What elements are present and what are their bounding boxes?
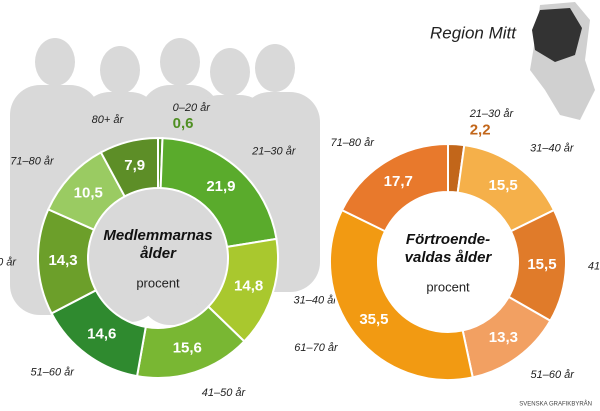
value-label: 21,9 [206,178,235,195]
category-label: 51–60 år [31,366,76,378]
region-label: Region Mitt [430,23,517,42]
value-label: 35,5 [359,311,388,328]
value-label: 14,3 [48,252,77,269]
chart-title: ålder [140,245,177,262]
chart-subtitle: procent [136,275,180,290]
category-label: 71–80 år [330,137,375,149]
category-label: 31–40 år [530,143,575,155]
value-label: 14,6 [87,326,116,343]
value-label: 10,5 [74,184,103,201]
chart-title: Förtroende- [406,231,490,248]
chart-title: Medlemmarnas [103,227,212,244]
source: SVENSKA GRAFIKBYRÅN [519,401,592,408]
category-label: 61–70 år [0,256,17,268]
category-label: 0–20 år [173,102,212,114]
category-label: 61–70 år [294,342,339,354]
value-label: 2,2 [470,121,491,138]
category-label: 21–30 år [251,146,297,158]
slice [159,137,278,249]
slice [99,136,159,198]
category-label: 21–30 år [469,108,515,120]
slice [329,208,474,381]
category-label: 31–40 år [293,294,338,306]
category-label: 71–80 år [10,156,55,168]
chart-title: valdas ålder [405,249,493,266]
silhouettes [10,38,320,325]
category-label: 80+ år [92,114,125,126]
value-label: 15,5 [489,177,518,194]
value-label: 13,3 [489,329,518,346]
slice [340,142,449,233]
value-label: 17,7 [384,173,413,190]
value-label: 15,5 [527,256,556,273]
chart-subtitle: procent [426,279,470,294]
value-label: 7,9 [124,157,145,174]
category-label: 51–60 år [531,369,576,381]
map [530,2,595,120]
value-label: 0,6 [173,115,194,132]
value-label: 15,6 [173,339,202,356]
category-label: 41–50 år [202,387,247,399]
value-label: 14,8 [234,277,263,294]
category-label: 41–50 år [588,261,600,273]
